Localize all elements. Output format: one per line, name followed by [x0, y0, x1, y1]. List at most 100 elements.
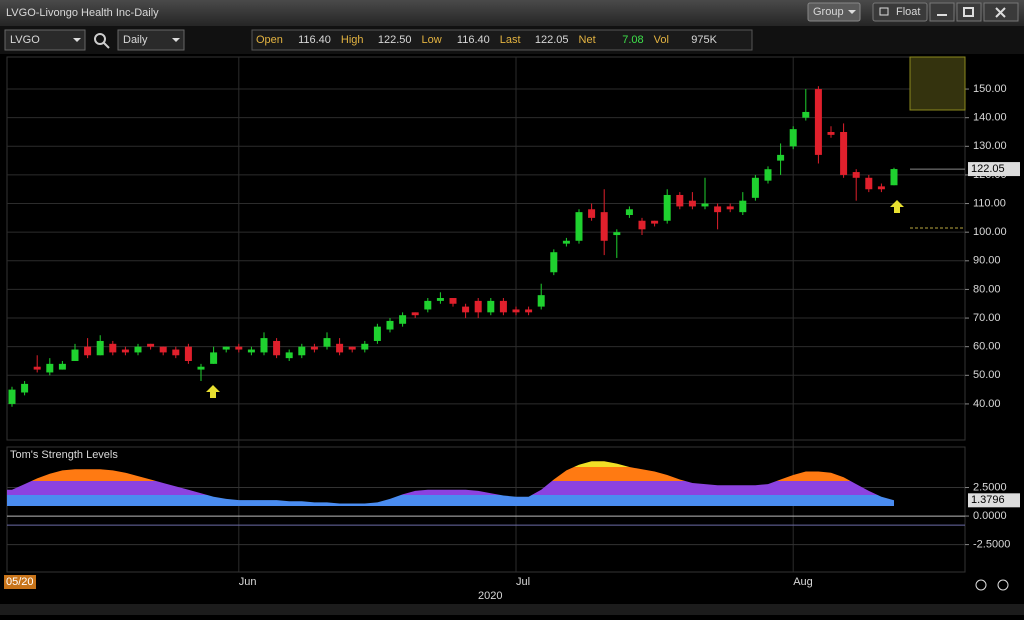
candle-body: [789, 129, 797, 147]
candle-body: [361, 343, 369, 350]
close-icon: [995, 7, 1006, 18]
candle-body: [537, 295, 545, 307]
y-tick-label: 60.00: [973, 341, 1001, 353]
candle-body: [840, 131, 848, 175]
y-tick-label: 40.00: [973, 398, 1001, 410]
candle-body: [159, 346, 167, 353]
quote-label: Last: [500, 34, 521, 46]
candle-body: [373, 326, 381, 341]
candle-body: [525, 309, 533, 313]
candle-body: [46, 363, 54, 373]
candle-body: [613, 232, 621, 236]
zoom-in[interactable]: [975, 579, 987, 591]
status-strip: [0, 604, 1024, 615]
candle-body: [109, 343, 117, 353]
candle-body: [550, 252, 558, 273]
candle-body: [285, 352, 293, 359]
candle-body: [222, 346, 230, 350]
indicator-title: Tom's Strength Levels: [10, 449, 118, 461]
x-tick-label: Jul: [516, 576, 530, 588]
quote-row: Open 116.40 High 122.50 Low 116.40 Last 122.05 N…: [256, 34, 718, 46]
dropdown-arrow: [848, 10, 856, 14]
y-tick-label: 70.00: [973, 312, 1001, 324]
candle-body: [877, 186, 885, 190]
candle-body: [462, 306, 470, 313]
quote-value: 122.50: [378, 34, 412, 46]
dropdown-arrow: [172, 38, 180, 42]
candle-body: [449, 298, 457, 304]
candle-body: [247, 349, 255, 353]
candle-body: [310, 346, 318, 350]
candle-body: [588, 209, 596, 218]
group-button[interactable]: [807, 2, 861, 22]
symbol: LVGO: [10, 34, 40, 46]
quote-label: Low: [422, 34, 442, 46]
x-tick-label: 05/20: [6, 576, 34, 588]
y-tick-label: 140.00: [973, 112, 1007, 124]
candle-body: [688, 200, 696, 207]
y-tick-label: -2.5000: [973, 539, 1010, 551]
last-price-label: 122.05: [971, 163, 1005, 175]
search-icon[interactable]: [94, 33, 106, 45]
candle-body: [33, 366, 41, 370]
candle-body: [273, 340, 281, 356]
candle-body: [764, 169, 772, 181]
candle-body: [260, 338, 268, 353]
candle-body: [651, 220, 659, 224]
quote-label: Vol: [654, 34, 669, 46]
candle-body: [71, 349, 79, 361]
maximize-button[interactable]: [956, 2, 982, 22]
symbol-box[interactable]: [4, 29, 86, 51]
candle-body: [172, 349, 180, 356]
candle-body: [348, 346, 356, 350]
candle-body: [562, 240, 570, 244]
candle-body: [865, 177, 873, 190]
candle-body: [890, 169, 898, 186]
interval: Daily: [123, 34, 148, 46]
candle-body: [676, 194, 684, 207]
y-tick-label: 2.5000: [973, 481, 1007, 493]
last-price-box: [968, 162, 1020, 177]
candle-body: [714, 206, 722, 213]
highlight-zone: [909, 56, 966, 111]
candle-body: [575, 212, 583, 241]
y-tick-label: 80.00: [973, 283, 1001, 295]
candle-body: [298, 346, 306, 356]
interval-box[interactable]: [117, 29, 185, 51]
candle-body: [84, 346, 92, 356]
y-tick-label: 110.00: [973, 197, 1006, 209]
window-title: LVGO-Livongo Health Inc-Daily: [6, 7, 159, 19]
candle-body: [386, 320, 394, 330]
quote-label: Net: [579, 34, 596, 46]
candle-body: [852, 172, 860, 178]
group-label: Group: [813, 6, 844, 18]
zoom-out[interactable]: [997, 579, 1009, 591]
candle-body: [739, 200, 747, 213]
y-tick-label: 0.0000: [973, 510, 1007, 522]
candle-body: [8, 389, 16, 404]
candle-body: [701, 203, 709, 207]
minimize-button[interactable]: [929, 2, 955, 22]
signal-arrow: [890, 200, 904, 213]
candle-body: [777, 154, 785, 161]
x-axis-caption: 2020: [478, 590, 502, 602]
signal-arrow: [206, 385, 220, 398]
candle-body: [802, 111, 810, 118]
candle-body: [726, 206, 734, 210]
candle-body: [474, 300, 482, 313]
candle-body: [96, 340, 104, 356]
quote-value: 975K: [691, 34, 717, 46]
candle-body: [121, 349, 129, 353]
float-icon: [879, 7, 889, 16]
candle-body: [336, 343, 344, 353]
candle-body: [436, 298, 444, 301]
candle-body: [751, 177, 759, 198]
y-tick-label: 130.00: [973, 140, 1007, 152]
quote-box: [251, 29, 753, 51]
quote-label: Open: [256, 34, 283, 46]
dropdown-arrow: [73, 38, 81, 42]
search-icon-handle: [103, 42, 110, 49]
candle-body: [487, 300, 495, 313]
strength-band: [7, 495, 894, 506]
